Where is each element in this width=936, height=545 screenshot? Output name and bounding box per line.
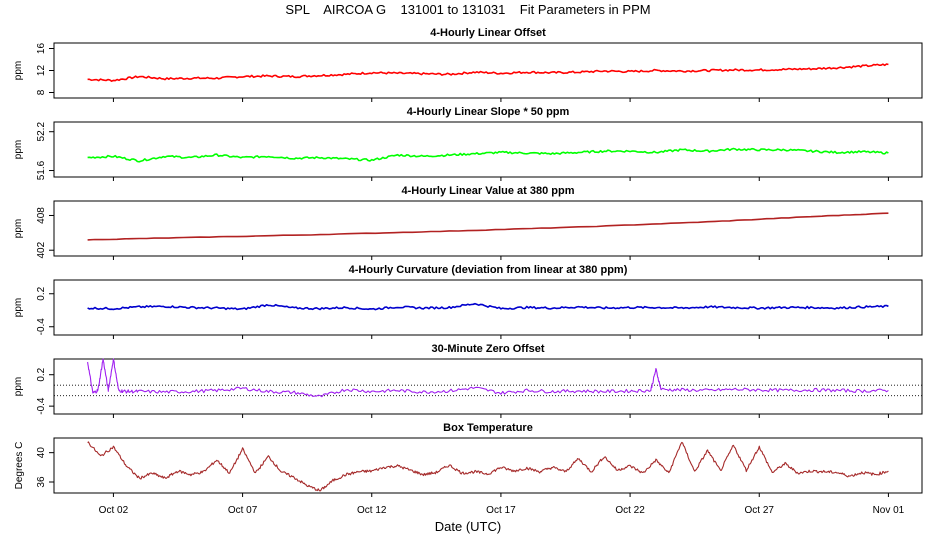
y-axis-label: ppm [13, 61, 24, 80]
y-axis-label: ppm [13, 298, 24, 317]
panel-frame [53, 42, 923, 99]
x-tick-label: Oct 22 [615, 505, 645, 516]
y-tick-label: 408 [36, 207, 47, 224]
y-tick-label: 0.2 [36, 367, 47, 381]
y-tick-label: 12 [36, 65, 47, 77]
y-axis-label: Degrees C [14, 442, 25, 490]
panel-frame [53, 279, 923, 336]
series-line [87, 63, 889, 82]
panel-title: 4-Hourly Linear Slope * 50 ppm [407, 106, 570, 118]
y-axis-label: ppm [13, 140, 24, 159]
panel-frame [53, 358, 923, 415]
y-tick-label: 16 [36, 43, 47, 55]
series-line [87, 302, 889, 311]
panel-2: 4-Hourly Linear Slope * 50 ppm 51.6 52.2 pp… [13, 106, 923, 181]
panel-frame [53, 437, 923, 494]
x-tick-label: Oct 02 [99, 505, 129, 516]
panel-title: 30-Minute Zero Offset [431, 343, 544, 355]
panel-title: 4-Hourly Linear Offset [430, 27, 546, 39]
x-tick-label: Oct 27 [745, 505, 775, 516]
y-tick-label: 40 [36, 447, 47, 459]
y-tick-label: -0.4 [36, 397, 47, 415]
series-line [87, 358, 889, 398]
y-tick-label: 402 [36, 241, 47, 258]
x-axis-title: Date (UTC) [435, 519, 501, 534]
y-tick-label: 52.2 [36, 122, 47, 142]
y-tick-label: -0.4 [36, 318, 47, 336]
y-axis-label: ppm [13, 219, 24, 238]
x-tick-label: Oct 17 [486, 505, 516, 516]
series-line [87, 441, 889, 492]
panel-frame [53, 121, 923, 178]
panel-title: Box Temperature [443, 422, 533, 434]
y-tick-label: 8 [36, 89, 47, 95]
x-tick-label: Oct 07 [228, 505, 258, 516]
figure-title: SPL AIRCOA G 131001 to 131031 Fit Parame… [285, 2, 650, 17]
panel-title: 4-Hourly Linear Value at 380 ppm [401, 185, 574, 197]
y-tick-label: 51.6 [36, 160, 47, 180]
panel-6: Box Temperature 36 40 Degrees C [14, 422, 923, 497]
panel-frame [53, 200, 923, 257]
series-line [87, 212, 889, 241]
panel-1: 4-Hourly Linear Offset 8 12 16 ppm [13, 27, 923, 102]
x-tick-label: Nov 01 [873, 505, 905, 516]
panel-4: 4-Hourly Curvature (deviation from linea… [13, 264, 923, 339]
x-tick-label: Oct 12 [357, 505, 387, 516]
x-axis: Oct 02 Oct 07 Oct 12 Oct 17 Oct 22 Oct 27 Nov … [99, 505, 905, 516]
y-axis-label: ppm [13, 377, 24, 396]
series-line [87, 147, 889, 163]
panel-5: 30-Minute Zero Offset -0.4 0.2 ppm [13, 343, 923, 418]
y-tick-label: 36 [36, 476, 47, 488]
panel-title: 4-Hourly Curvature (deviation from linea… [349, 264, 628, 276]
y-tick-label: 0.2 [36, 286, 47, 300]
panel-3: 4-Hourly Linear Value at 380 ppm 402 408 pp… [13, 185, 923, 260]
